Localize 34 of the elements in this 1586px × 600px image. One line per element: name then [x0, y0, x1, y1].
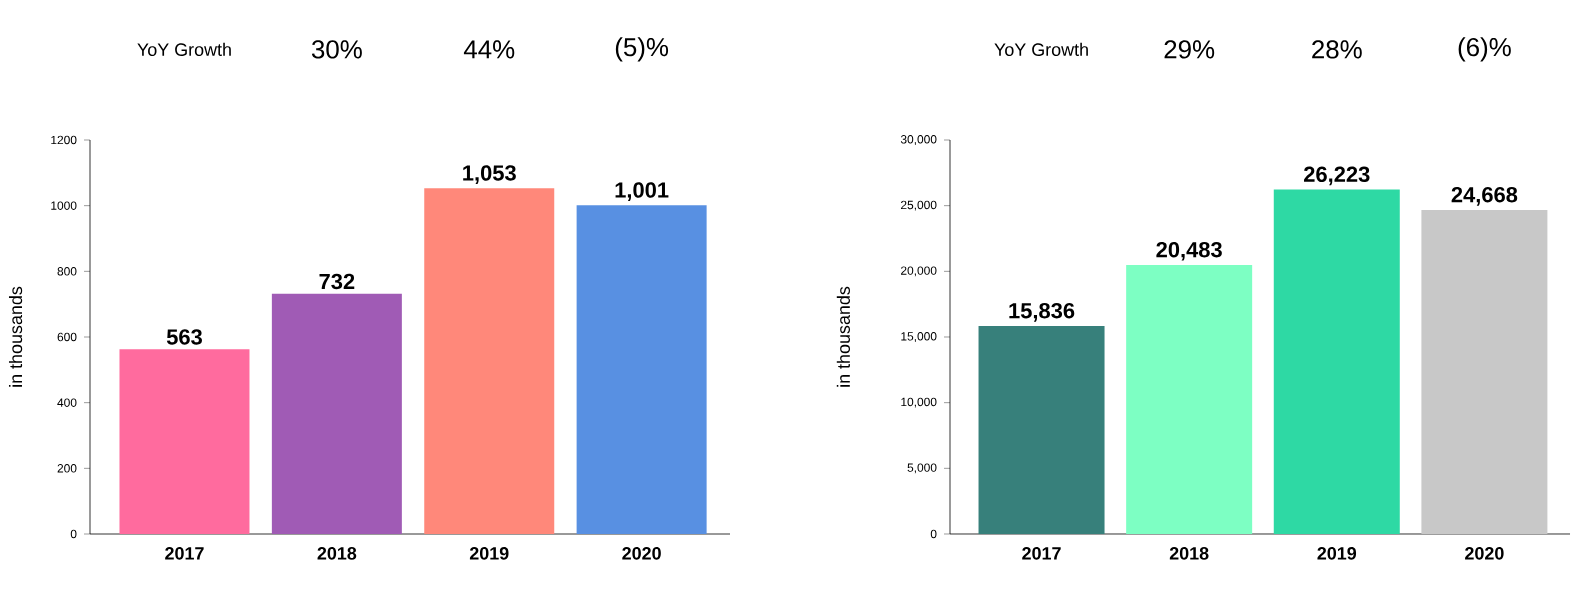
- x-tick-label: 2018: [317, 547, 357, 560]
- bar: [1273, 189, 1400, 534]
- text: (6)%: [1458, 37, 1511, 62]
- bar: [271, 293, 402, 534]
- x-tick-label: 2019: [1317, 547, 1357, 560]
- data-label: 24,668: [1451, 186, 1518, 206]
- x-tick-label: 2018: [1169, 547, 1209, 560]
- data-label: 732: [319, 273, 355, 290]
- data-label: 1,001: [615, 182, 669, 201]
- text: 44%: [463, 40, 515, 59]
- y-axis-title: in thousands: [8, 286, 23, 387]
- x-tick-label: 2017: [165, 547, 204, 560]
- bar: [978, 326, 1105, 534]
- text: YoY Growth: [137, 42, 231, 56]
- bar: [1126, 264, 1253, 534]
- text: (5)%: [615, 37, 669, 62]
- text: 28%: [1312, 40, 1362, 59]
- bar: [424, 188, 555, 534]
- bar: [576, 205, 707, 534]
- data-label: 1,053: [463, 165, 516, 184]
- bar: [1421, 210, 1548, 534]
- x-tick-label: 2017: [1022, 547, 1061, 560]
- data-label: 20,483: [1156, 241, 1222, 261]
- x-tick-label: 2020: [622, 547, 661, 560]
- data-label: 15,836: [1009, 302, 1075, 322]
- x-tick-label: 2019: [469, 547, 509, 560]
- data-label: 563: [166, 329, 202, 345]
- text: 29%: [1164, 40, 1215, 59]
- y-axis-title: in thousands: [836, 286, 850, 387]
- text: 30%: [311, 40, 362, 59]
- data-label: 26,223: [1304, 166, 1370, 186]
- text: YoY Growth: [994, 42, 1088, 56]
- bar: [119, 349, 250, 534]
- x-tick-label: 2020: [1465, 547, 1504, 560]
